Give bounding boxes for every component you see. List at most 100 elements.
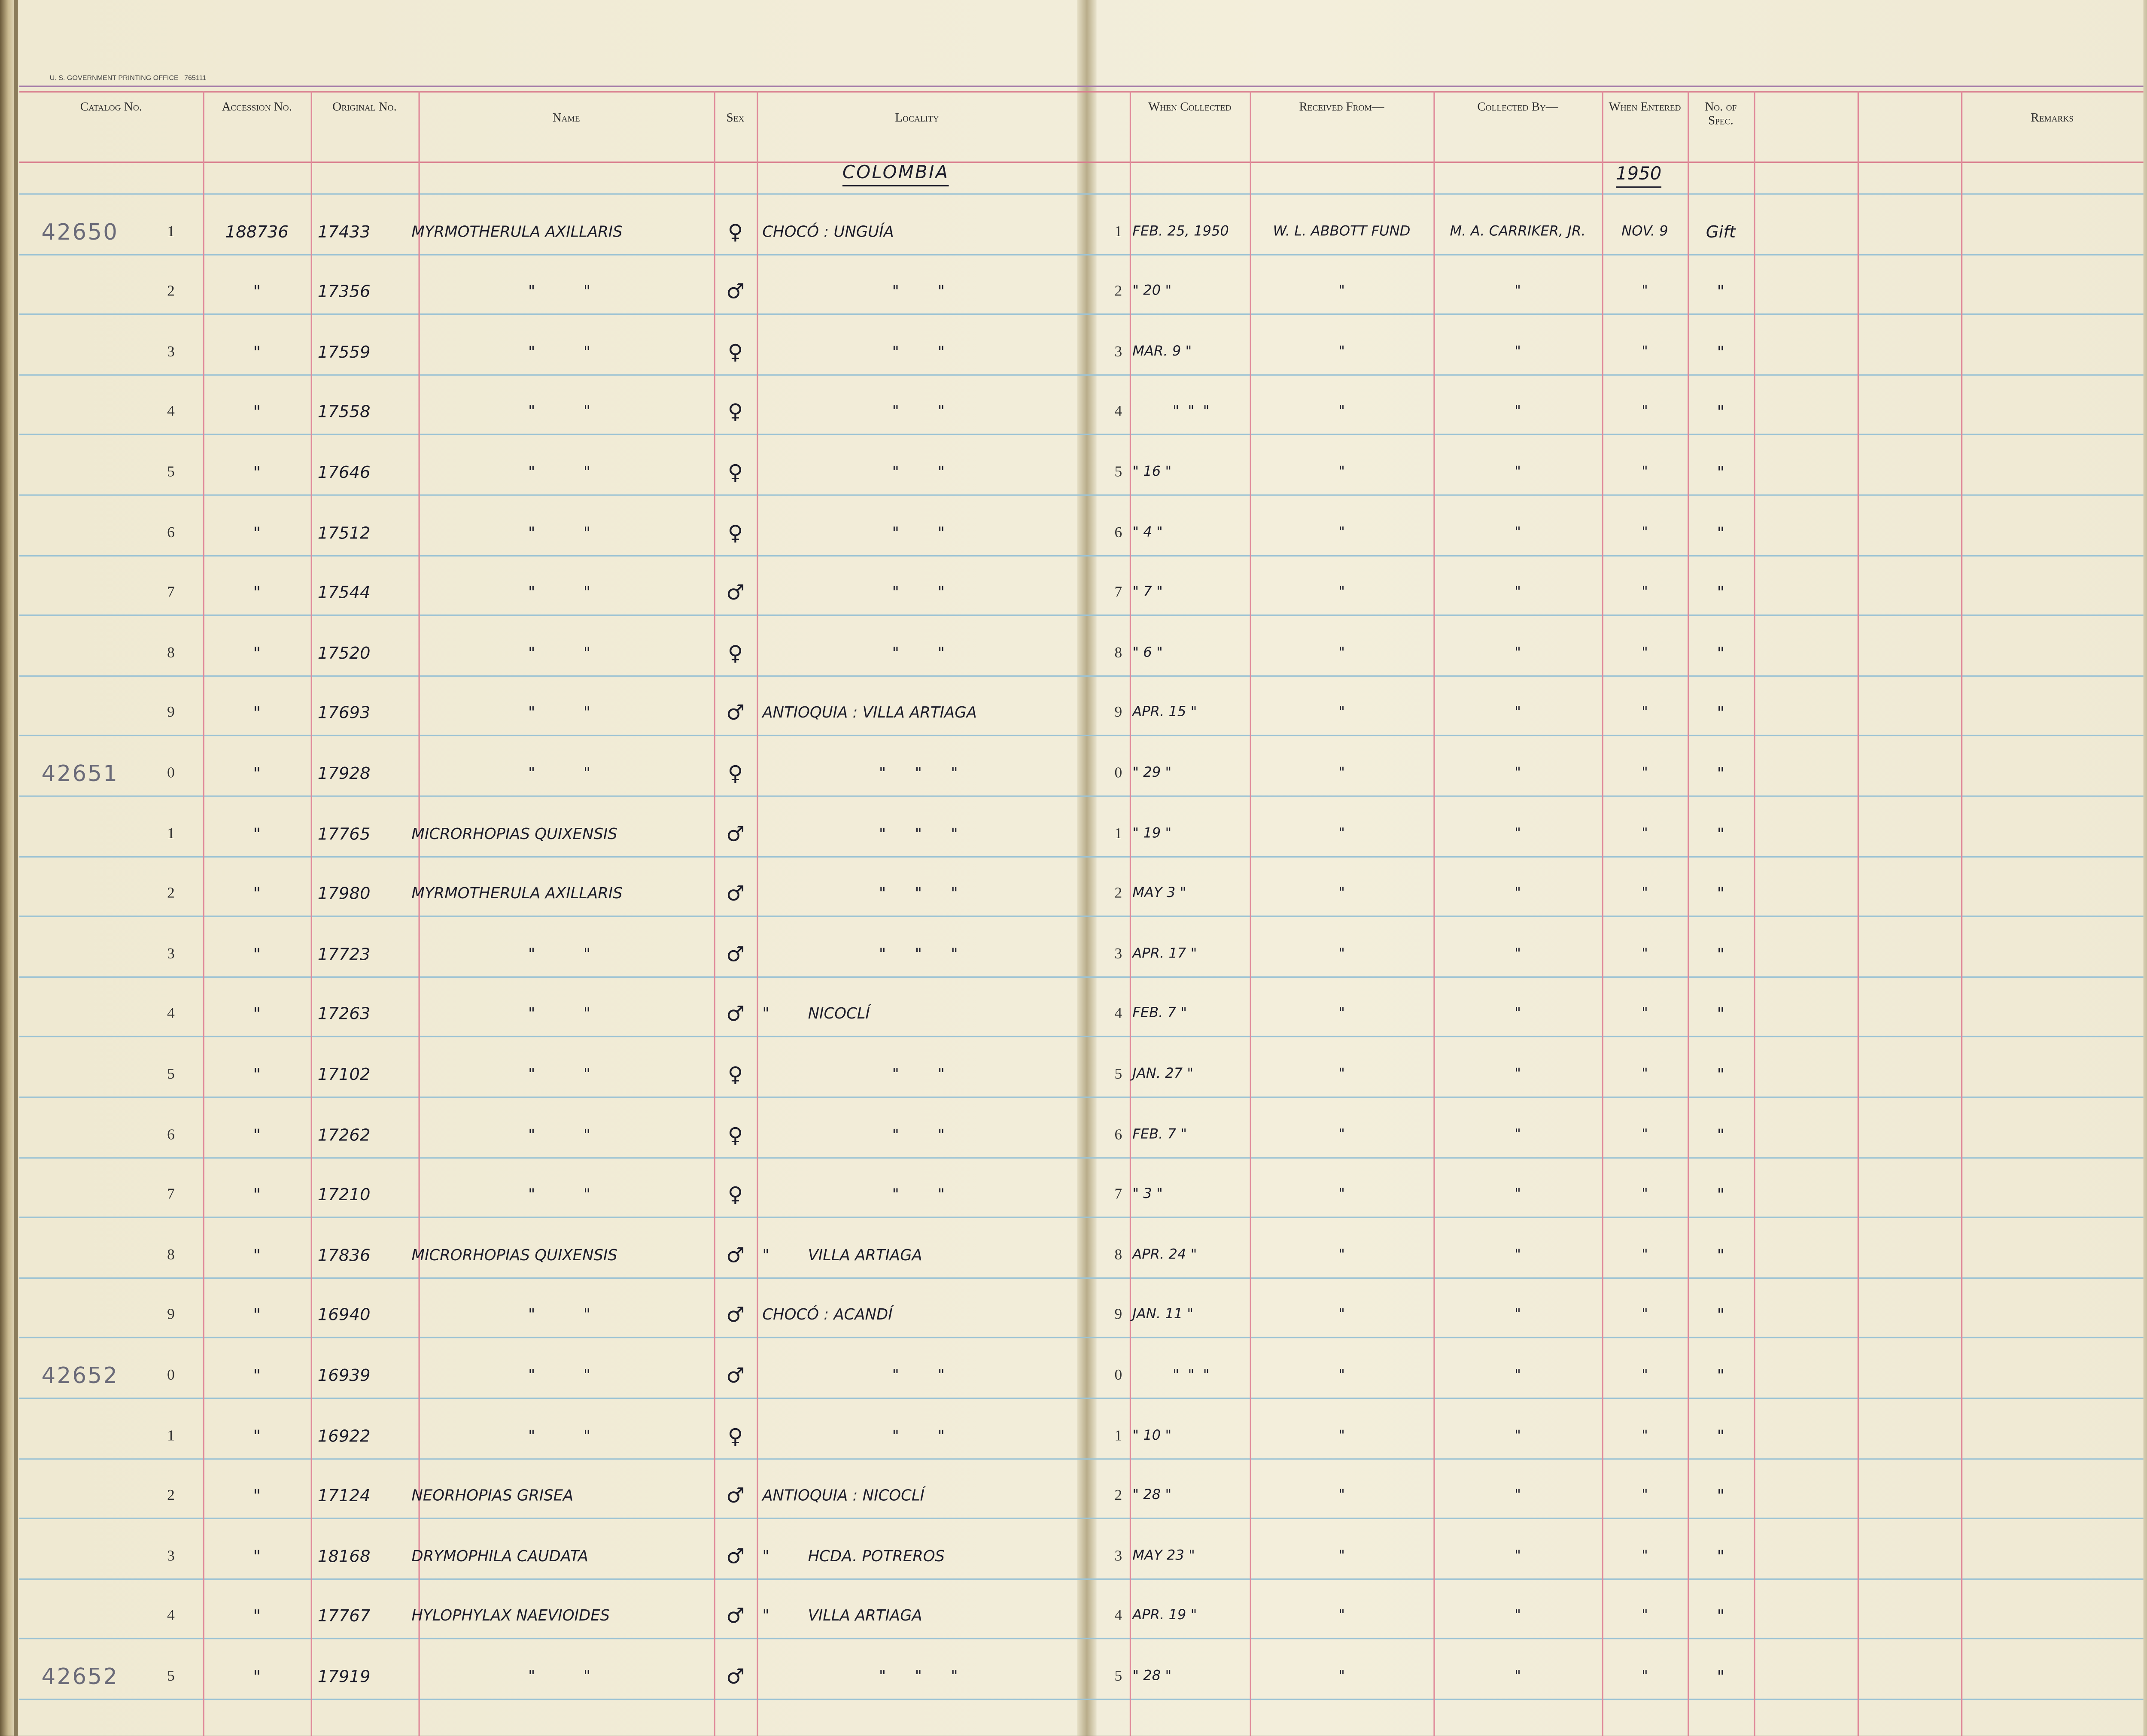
- received-from: ": [1338, 1548, 1345, 1564]
- column-rule: [310, 91, 312, 1736]
- sex: ♀: [727, 761, 743, 786]
- number-of-specimens: ": [1717, 1606, 1725, 1626]
- sex: ♀: [727, 1423, 743, 1448]
- row-digit-right: 9: [1114, 705, 1122, 722]
- locality: " ": [892, 1186, 945, 1204]
- sex: ♂: [726, 1483, 745, 1508]
- number-of-specimens: ": [1717, 1245, 1725, 1265]
- sex: ♂: [726, 941, 745, 967]
- row-digit: 1: [167, 825, 175, 842]
- ruled-line: [19, 795, 2144, 797]
- sex: ♂: [726, 700, 745, 726]
- collected-by: ": [1514, 1428, 1521, 1444]
- ruled-line: [19, 253, 2144, 255]
- accession-number: ": [253, 763, 261, 783]
- original-number: 17693: [317, 703, 371, 723]
- collected-by: ": [1514, 1548, 1521, 1564]
- date-entered: ": [1642, 946, 1648, 962]
- original-number: 17210: [317, 1185, 371, 1205]
- number-of-specimens: ": [1717, 1185, 1725, 1205]
- number-of-specimens: ": [1717, 884, 1725, 903]
- date-collected: APR. 15 ": [1132, 705, 1197, 721]
- number-of-specimens: ": [1717, 342, 1725, 362]
- locality: " VILLA ARTIAGA: [762, 1246, 922, 1264]
- ruled-line: [19, 1397, 2144, 1399]
- sex: ♂: [726, 1363, 745, 1388]
- collected-by: ": [1514, 404, 1521, 420]
- number-of-specimens: ": [1717, 703, 1725, 723]
- locality: " " ": [879, 1667, 958, 1686]
- accession-number: ": [253, 583, 261, 602]
- date-collected: APR. 17 ": [1132, 946, 1197, 962]
- collected-by: ": [1514, 826, 1521, 841]
- column-rule: [714, 91, 715, 1736]
- species-name: " ": [528, 403, 591, 421]
- column-rule: [1857, 91, 1859, 1736]
- ruled-line: [19, 1217, 2144, 1219]
- locality: " ": [892, 463, 945, 481]
- date-collected: " 3 ": [1132, 1187, 1163, 1203]
- ruled-line: [19, 1156, 2144, 1158]
- species-name: " ": [528, 1426, 591, 1445]
- collected-by: ": [1514, 766, 1521, 781]
- number-of-specimens: ": [1717, 1426, 1725, 1446]
- header-rule-bottom: [19, 161, 2144, 163]
- collected-by: ": [1514, 585, 1521, 601]
- row-digit-right: 0: [1114, 1367, 1122, 1384]
- date-collected: APR. 19 ": [1132, 1608, 1197, 1624]
- column-header: Original No.: [332, 99, 397, 113]
- collected-by: ": [1514, 705, 1521, 721]
- row-digit-right: 1: [1114, 1427, 1122, 1444]
- sex: ♂: [726, 1664, 745, 1689]
- date-entered: ": [1642, 1548, 1648, 1564]
- received-from: ": [1338, 1428, 1345, 1444]
- row-digit: 4: [167, 1006, 175, 1023]
- species-name: MYRMOTHERULA AXILLARIS: [411, 885, 623, 903]
- column-header: Catalog No.: [80, 99, 143, 113]
- catalog-number: 42651: [41, 760, 119, 787]
- collected-by: ": [1514, 1127, 1521, 1143]
- date-collected: " 28 ": [1132, 1488, 1172, 1504]
- locality: " HCDA. POTREROS: [762, 1547, 945, 1565]
- received-from: ": [1338, 284, 1345, 299]
- locality: " ": [892, 283, 945, 301]
- column-header: When Entered: [1609, 99, 1681, 113]
- row-digit-right: 4: [1114, 1608, 1122, 1625]
- date-entered: ": [1642, 585, 1648, 601]
- original-number: 17263: [317, 1004, 371, 1024]
- column-header: When Collected: [1148, 99, 1232, 113]
- species-name: " ": [528, 764, 591, 782]
- accession-number: ": [253, 462, 261, 482]
- original-number: 17765: [317, 824, 371, 843]
- collected-by: ": [1514, 525, 1521, 540]
- accession-number: ": [253, 342, 261, 362]
- sex: ♂: [726, 1242, 745, 1268]
- number-of-specimens: ": [1717, 1305, 1725, 1325]
- gutter: [1077, 0, 1097, 1736]
- locality: CHOCÓ : UNGUÍA: [762, 222, 894, 240]
- locality: " ": [892, 1366, 945, 1385]
- number-of-specimens: ": [1717, 1125, 1725, 1144]
- row-digit-right: 5: [1114, 1668, 1122, 1685]
- row-digit-right: 7: [1114, 1186, 1122, 1203]
- row-digit: 0: [167, 1367, 175, 1384]
- locality: " " ": [879, 945, 958, 963]
- ruled-line: [19, 1698, 2144, 1700]
- received-from: ": [1338, 946, 1345, 962]
- column-header: Accession No.: [222, 99, 292, 113]
- ruled-line: [19, 614, 2144, 617]
- species-name: " ": [528, 1366, 591, 1385]
- accession-number: ": [253, 523, 261, 542]
- accession-number: ": [253, 824, 261, 843]
- sex: ♂: [726, 279, 745, 304]
- ruled-line: [19, 494, 2144, 496]
- collected-by: ": [1514, 1187, 1521, 1203]
- species-name: " ": [528, 945, 591, 963]
- column-header: Remarks: [2031, 110, 2074, 125]
- ruled-line: [19, 313, 2144, 315]
- collected-by: ": [1514, 284, 1521, 299]
- row-digit-right: 2: [1114, 283, 1122, 300]
- date-entered: ": [1642, 1608, 1648, 1624]
- original-number: 17433: [317, 222, 371, 241]
- date-collected: JAN. 27 ": [1132, 1067, 1194, 1082]
